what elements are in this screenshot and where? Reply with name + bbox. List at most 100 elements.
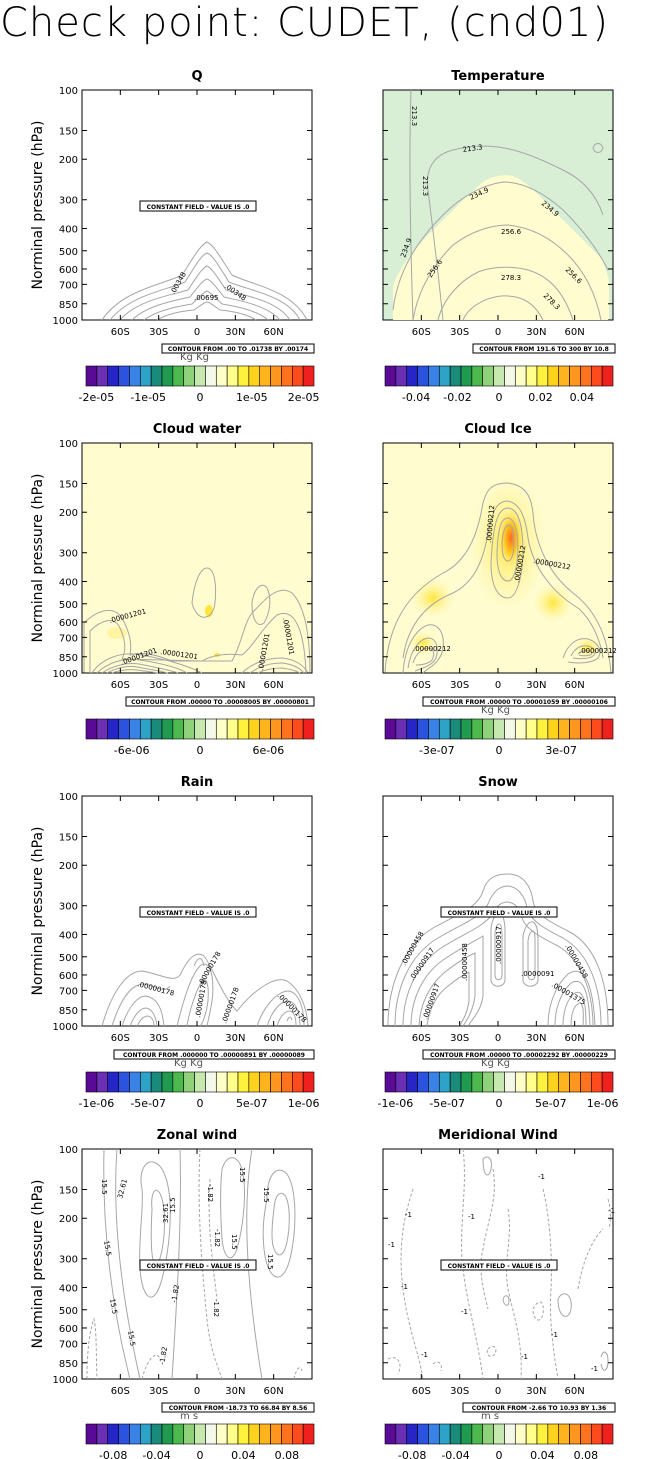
x-tick-label: 0 xyxy=(194,680,200,691)
x-tick-label: 60S xyxy=(412,1033,431,1044)
colorbar-swatch xyxy=(428,1423,440,1445)
colorbar-swatch xyxy=(460,718,473,740)
colorbar-swatch xyxy=(406,365,418,387)
colorbar-swatch xyxy=(395,1071,408,1093)
colorbar-swatch xyxy=(150,365,163,387)
colorbar-swatch xyxy=(471,1071,484,1093)
constant-field-note: CONSTANT FIELD - VALUE IS .0 xyxy=(448,1263,551,1270)
y-tick-label: 400 xyxy=(59,577,78,588)
colorbar-swatch xyxy=(150,1071,163,1093)
colorbar-label: 2e-05 xyxy=(288,391,320,404)
y-tick-label: 150 xyxy=(59,1186,78,1197)
contour-label: 15.5 xyxy=(169,1197,177,1213)
colorbar-swatch xyxy=(183,365,195,387)
units-label: Kg Kg xyxy=(180,352,209,363)
panel-title: Temperature xyxy=(451,69,545,84)
y-tick-label: 200 xyxy=(59,861,78,872)
colorbar-swatch xyxy=(270,1423,282,1445)
x-axis: 60S 30S 0 30N 60N xyxy=(412,1149,585,1397)
colorbar-swatch xyxy=(558,1071,570,1093)
contours xyxy=(392,89,609,321)
contour-label: 213.3 xyxy=(410,106,418,126)
colorbar-swatch xyxy=(417,1423,429,1445)
colorbar-swatch xyxy=(118,365,130,387)
colorbar-swatch xyxy=(417,718,429,740)
y-tick-label: 500 xyxy=(59,600,78,611)
colorbar-swatch xyxy=(590,365,603,387)
y-tick-label: 150 xyxy=(59,127,78,138)
y-tick-label: 500 xyxy=(59,1306,78,1317)
x-tick-label: 60S xyxy=(412,680,431,691)
y-tick-label: 1000 xyxy=(53,1375,78,1386)
colorbar-swatch xyxy=(129,718,141,740)
y-tick-label: 600 xyxy=(59,618,78,629)
colorbar-swatch xyxy=(580,718,592,740)
colorbar-swatch xyxy=(428,365,440,387)
x-tick-label: 30S xyxy=(450,680,469,691)
units-label: m s xyxy=(180,1411,198,1422)
contour-label: -1.82 xyxy=(206,1184,214,1202)
colorbar-label: 0 xyxy=(496,391,503,404)
colorbar-swatch xyxy=(558,718,570,740)
x-axis: 60S 30S 0 30N 60N xyxy=(111,443,284,691)
y-tick-label: 300 xyxy=(59,1255,78,1266)
colorbar-swatch xyxy=(139,718,152,740)
colorbar-swatch xyxy=(291,718,304,740)
colorbar-swatch xyxy=(139,1423,152,1445)
y-tick-label: 1000 xyxy=(53,316,78,327)
colorbar-swatch xyxy=(172,1423,185,1445)
colorbar-swatch xyxy=(259,1423,271,1445)
panel-temperature: Temperature 213.3 213.3 213.3 234.9 234.… xyxy=(382,69,616,354)
colorbar-swatch xyxy=(161,718,174,740)
colorbar-label: 5e-07 xyxy=(236,1097,268,1110)
colorbar-swatch xyxy=(395,365,408,387)
colorbar-swatch xyxy=(384,718,397,740)
colorbar-swatch xyxy=(215,718,228,740)
colorbar-swatch xyxy=(384,365,397,387)
colorbar-swatch xyxy=(514,1071,527,1093)
y-axis: 100 150 200 300 400 500 600 700 850 1000 xyxy=(53,439,312,680)
contour-label: 15.5 xyxy=(230,1234,238,1250)
colorbar-swatch xyxy=(406,1071,418,1093)
colorbar-swatch xyxy=(129,1071,141,1093)
y-tick-label: 150 xyxy=(59,480,78,491)
colorbar-label: -0.08 xyxy=(99,1449,127,1459)
colorbar-swatch xyxy=(172,365,185,387)
contour-label: 32.61 xyxy=(162,1203,170,1223)
colorbar-label: -1e-06 xyxy=(79,1097,115,1110)
y-tick-label: 700 xyxy=(59,1339,78,1350)
x-tick-label: 0 xyxy=(194,327,200,338)
colorbar-snow: -1e-06 -5e-07 0 5e-07 1e-06 xyxy=(378,1071,619,1110)
y-tick-label: 850 xyxy=(59,653,78,664)
x-tick-label: 30S xyxy=(149,327,168,338)
colorbar-swatch xyxy=(569,718,581,740)
y-tick-label: 700 xyxy=(59,986,78,997)
colorbar-label: -1e-06 xyxy=(378,1097,414,1110)
colorbar-swatch xyxy=(237,718,250,740)
colorbar-label: -0.02 xyxy=(443,391,471,404)
y-axis xyxy=(383,89,613,321)
colorbar-swatch xyxy=(237,1423,250,1445)
colorbar-label: -0.08 xyxy=(398,1449,426,1459)
colorbar-swatch xyxy=(460,365,473,387)
panel-title: Cloud water xyxy=(153,422,242,437)
contour-label: 15.5 xyxy=(108,1298,119,1315)
x-tick-label: 60S xyxy=(412,327,431,338)
colorbar-swatch xyxy=(107,365,119,387)
colorbar-label: -6e-06 xyxy=(114,744,150,757)
y-axis: 100 150 200 300 400 500 600 700 850 1000 xyxy=(53,86,312,327)
x-tick-label: 0 xyxy=(495,327,501,338)
y-tick-label: 700 xyxy=(59,280,78,291)
colorbar-swatch xyxy=(482,1423,494,1445)
colorbar-swatch xyxy=(493,365,505,387)
colorbar-swatch xyxy=(493,1423,505,1445)
colorbar-swatch xyxy=(270,718,282,740)
colorbar-swatch xyxy=(482,718,494,740)
colorbar-swatch xyxy=(449,1423,462,1445)
colorbar-swatch xyxy=(384,1071,397,1093)
contour-info: CONTOUR FROM .00 TO .01738 BY .00174 xyxy=(168,346,308,353)
colorbar-swatch xyxy=(438,1071,451,1093)
colorbar-swatch xyxy=(259,718,271,740)
colorbar-swatch xyxy=(438,1423,451,1445)
colorbar-label: 5e-07 xyxy=(535,1097,567,1110)
